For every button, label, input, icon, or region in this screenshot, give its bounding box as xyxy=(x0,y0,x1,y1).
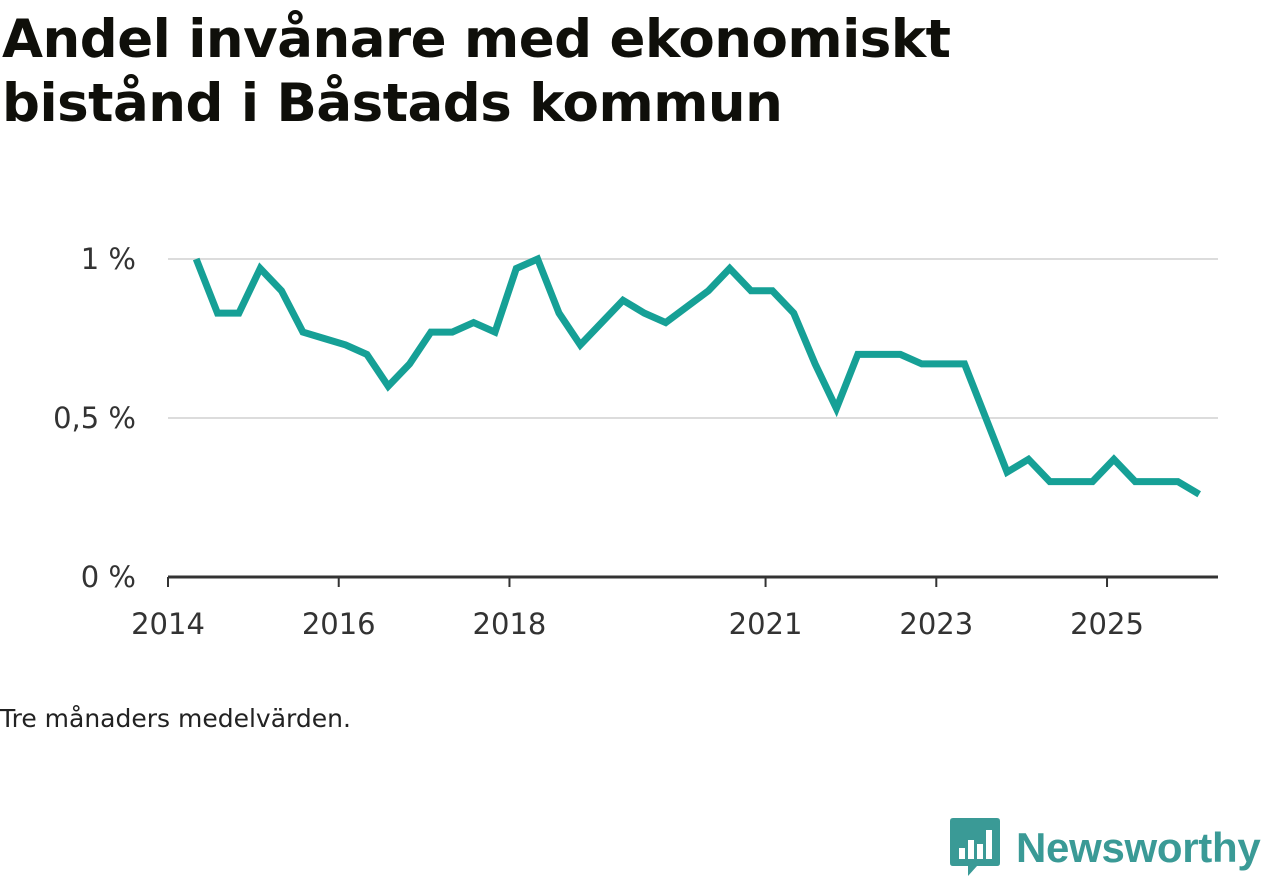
x-axis-ticks: 2014 2016 2018 2021 2023 2025 xyxy=(131,577,1144,641)
x-tick-label: 2018 xyxy=(473,607,547,641)
y-tick-label: 0,5 % xyxy=(53,401,136,435)
y-axis-ticks: 0 % 0,5 % 1 % xyxy=(53,242,136,594)
x-tick-label: 2016 xyxy=(302,607,376,641)
brand-logo: Newsworthy xyxy=(950,818,1261,878)
bar-chart-speech-bubble-icon xyxy=(950,818,1000,876)
x-tick-label: 2023 xyxy=(899,607,973,641)
chart-title: Andel invånare med ekonomiskt bistånd i … xyxy=(2,9,951,134)
y-tick-label: 0 % xyxy=(81,560,136,594)
series-group xyxy=(192,254,1201,498)
x-tick-label: 2025 xyxy=(1070,607,1144,641)
gridlines xyxy=(168,258,1218,419)
series-line xyxy=(192,254,1201,498)
x-tick-label: 2014 xyxy=(131,607,205,641)
y-tick-label: 1 % xyxy=(81,242,136,276)
footnote: Tre månaders medelvärden. xyxy=(0,704,351,733)
x-tick-label: 2021 xyxy=(729,607,803,641)
brand-name: Newsworthy xyxy=(1016,824,1261,871)
